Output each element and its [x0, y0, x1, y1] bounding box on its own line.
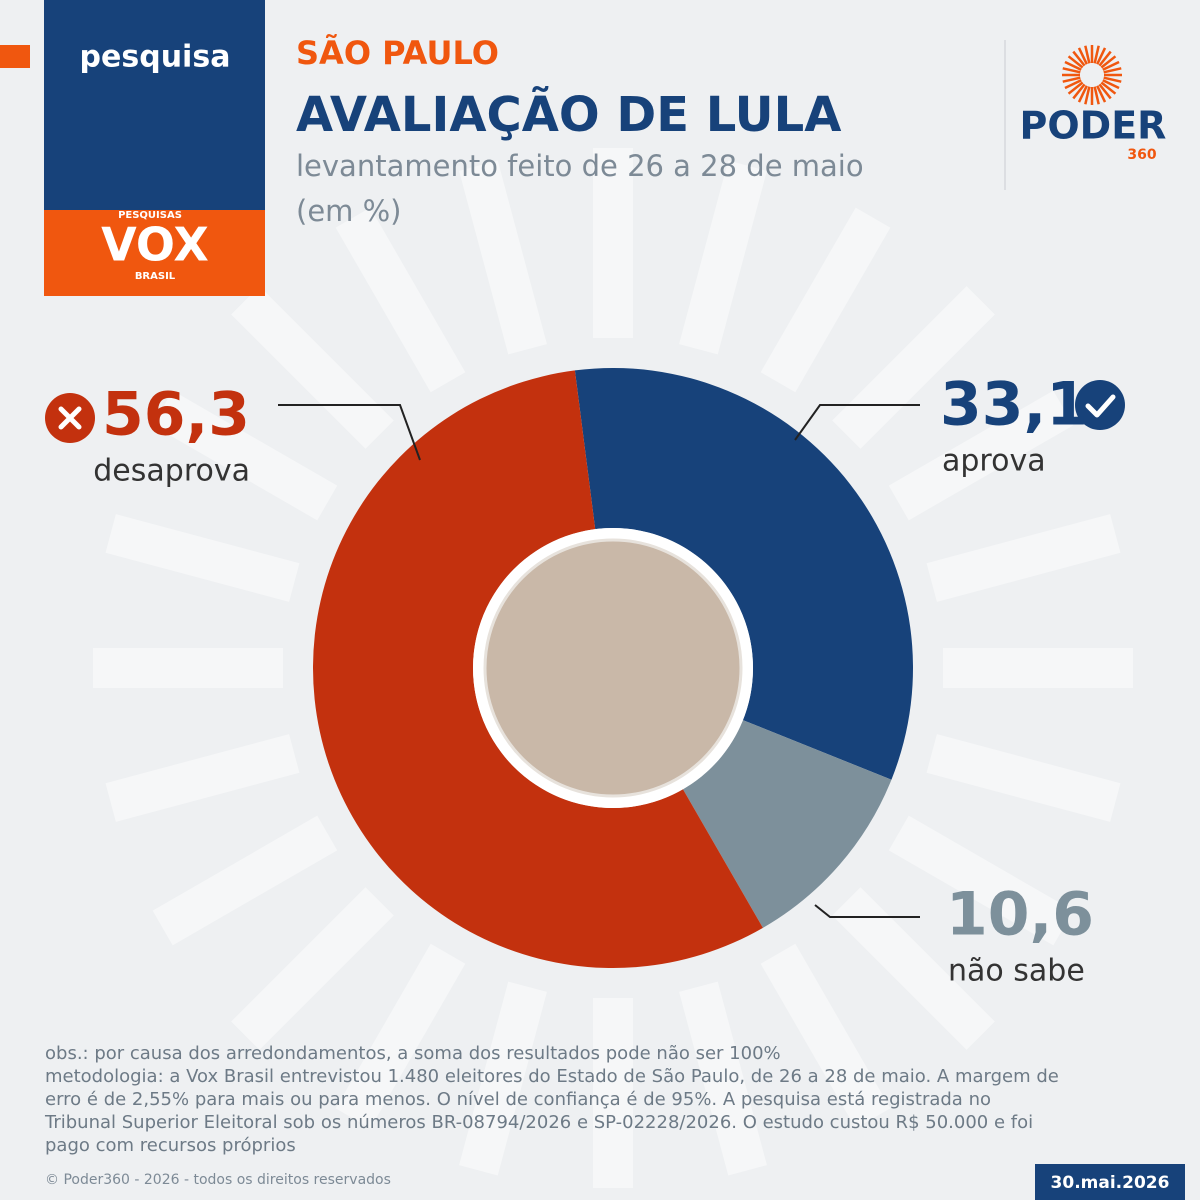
bg-ray [335, 943, 466, 1129]
sun-ray [1098, 83, 1112, 100]
copyright: © Poder360 - 2026 - todos os direitos re… [45, 1172, 391, 1188]
bg-ray [231, 286, 394, 449]
donut-segment [312, 370, 763, 969]
bg-ray [888, 390, 1074, 521]
leader-line [794, 404, 920, 441]
vox-top: PESQUISAS [118, 210, 182, 221]
category-label: aprova [942, 444, 1046, 479]
donut-segment [574, 368, 914, 780]
background-rays [93, 148, 1133, 1188]
note: erro é de 2,55% para mais ou para menos.… [45, 1089, 991, 1110]
disapprove-icon-x [58, 406, 82, 430]
region: SÃO PAULO [296, 34, 499, 72]
bg-ray [926, 734, 1121, 822]
bg-ray [335, 207, 466, 393]
sun-ray [1096, 47, 1107, 65]
note: pago com recursos próprios [45, 1135, 296, 1156]
bg-ray [152, 390, 338, 521]
photo-placeholder [485, 540, 741, 796]
bg-ray [888, 815, 1074, 946]
sun-ray [1103, 67, 1122, 74]
approve-icon-check [1085, 394, 1116, 418]
sun-ray [1100, 81, 1117, 95]
sun-ray [1064, 60, 1082, 71]
sun-ray [1103, 76, 1122, 83]
vox-box [44, 210, 265, 296]
bg-ray [832, 887, 995, 1050]
subtitle: levantamento feito de 26 a 28 de maio [296, 149, 864, 183]
category-label: não sabe [948, 954, 1085, 989]
date-box [1035, 1164, 1185, 1200]
sun-ray [1072, 83, 1086, 100]
bg-ray [760, 207, 891, 393]
sun-ray [1084, 86, 1091, 105]
leader-line [814, 904, 920, 918]
value-label: 33,1 [940, 370, 1088, 440]
sun-ray [1098, 50, 1112, 67]
bg-ray [105, 734, 300, 822]
bg-ray [459, 981, 547, 1176]
poder-sub: 360 [1127, 147, 1156, 163]
bg-ray [832, 286, 995, 449]
note: obs.: por causa dos arredondamentos, a s… [45, 1043, 781, 1064]
sun-ray [1102, 79, 1120, 90]
vox-logo: VOX [101, 218, 209, 272]
date: 30.mai.2026 [1051, 1173, 1170, 1193]
bg-ray [152, 815, 338, 946]
value-label: 56,3 [102, 380, 250, 450]
sun-ray [1064, 79, 1082, 90]
note: Tribunal Superior Eleitoral sob os númer… [44, 1112, 1033, 1133]
bg-ray [679, 981, 767, 1176]
donut-chart [312, 368, 914, 969]
sun-ray [1096, 85, 1107, 103]
leader-line [278, 404, 421, 461]
sun-ray [1062, 76, 1081, 83]
note: metodologia: a Vox Brasil entrevistou 1.… [45, 1066, 1059, 1087]
sun-ray [1093, 45, 1100, 64]
sun-ray [1072, 50, 1086, 67]
sun-ray [1067, 81, 1084, 95]
sun-ray [1084, 45, 1091, 64]
bg-ray [926, 514, 1121, 602]
sun-ray [1093, 86, 1100, 105]
bg-ray [459, 160, 547, 355]
sun-ray [1077, 47, 1088, 65]
category-label: desaprova [93, 454, 250, 489]
bg-ray [760, 943, 891, 1129]
sun-ray [1062, 67, 1081, 74]
donut-segment [682, 720, 892, 928]
poder-sun [1062, 45, 1122, 105]
sun-ray [1100, 55, 1117, 69]
title: AVALIAÇÃO DE LULA [296, 86, 841, 143]
sun-ray [1102, 60, 1120, 71]
unit: (em %) [296, 194, 402, 228]
approve-icon [1075, 380, 1125, 430]
photo-edge [483, 538, 743, 798]
bg-ray [105, 514, 300, 602]
tag: pesquisa [80, 40, 231, 75]
sun-ray [1067, 55, 1084, 69]
sun-ray [1077, 85, 1088, 103]
value-label: 10,6 [946, 880, 1094, 950]
accent-tab [0, 45, 30, 68]
poder-logo: PODER [1020, 104, 1167, 148]
tag-box [44, 0, 265, 210]
bg-ray [679, 160, 767, 355]
bg-ray [231, 887, 394, 1050]
vox-bottom: BRASIL [135, 271, 176, 282]
